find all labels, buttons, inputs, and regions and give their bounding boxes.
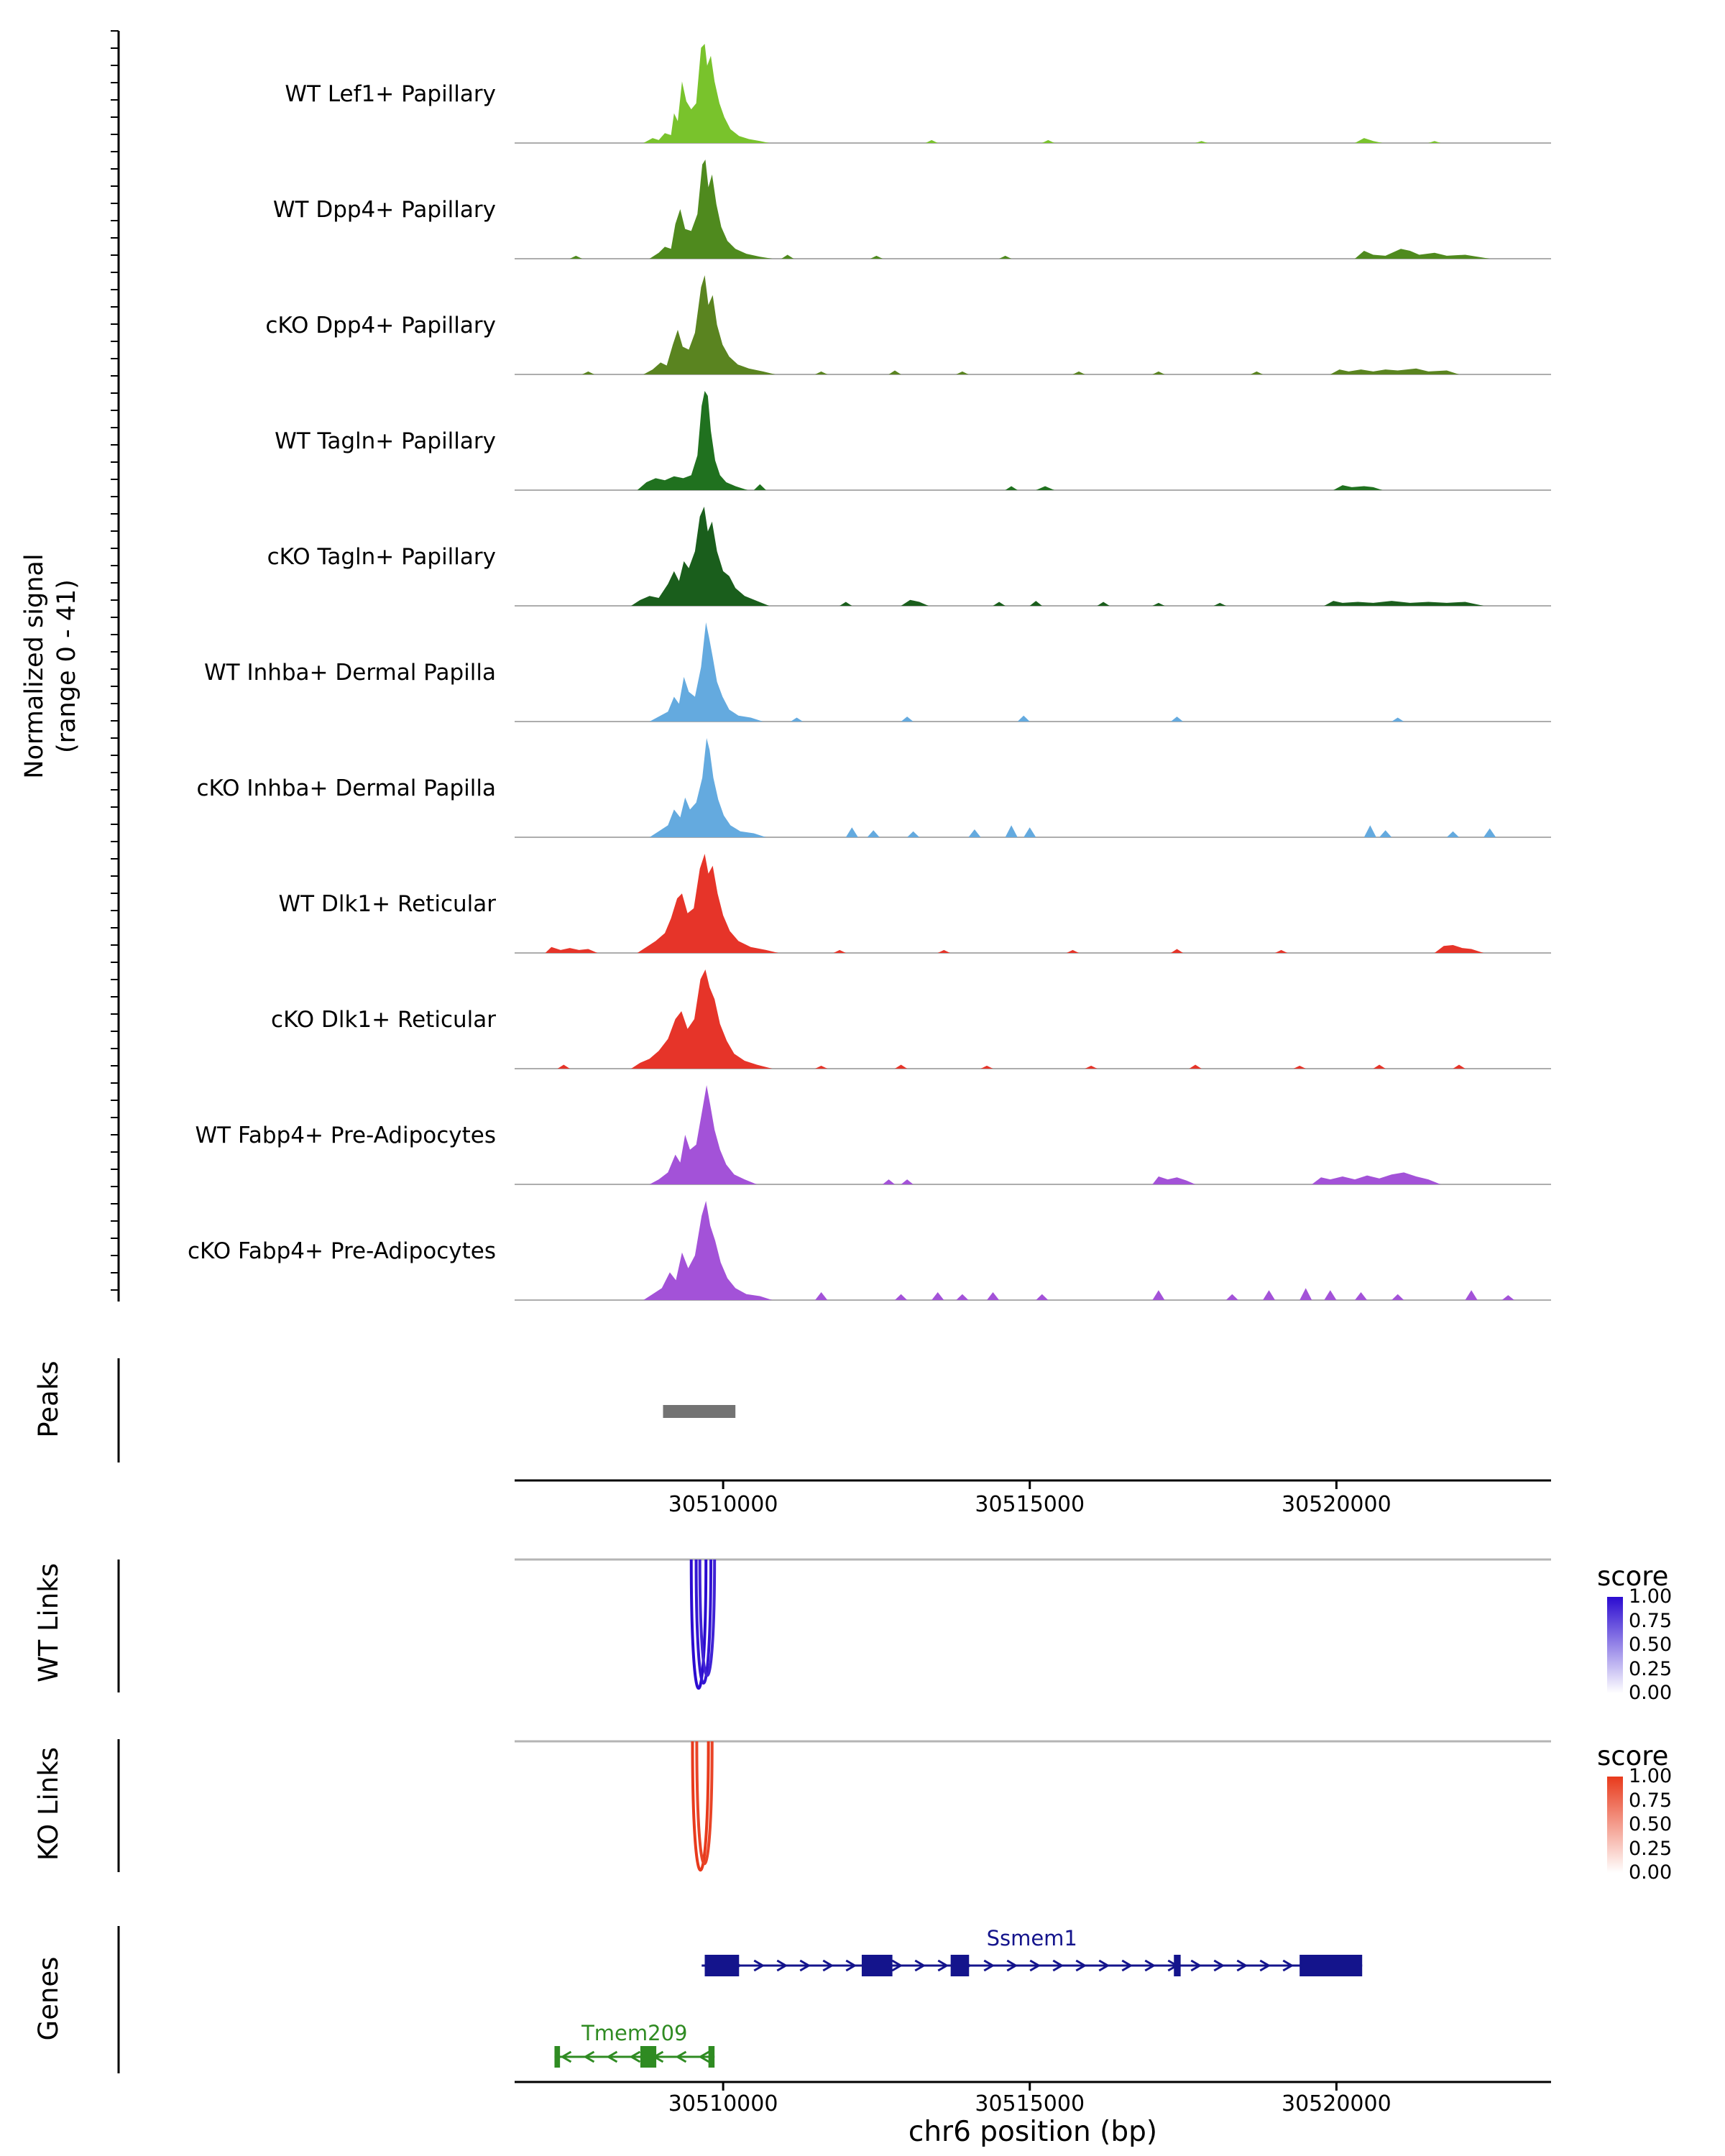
strand-arrow-icon xyxy=(606,2050,618,2063)
link-arc xyxy=(689,1559,708,1690)
strand-arrow-icon xyxy=(1006,1959,1018,1972)
ko-score-colorbar xyxy=(1607,1777,1623,1873)
strand-arrow-icon xyxy=(1075,1959,1087,1972)
strand-arrow-icon xyxy=(629,2050,641,2063)
coverage-track xyxy=(515,1085,1551,1185)
coverage-track xyxy=(515,275,1551,375)
strand-arrow-icon xyxy=(1259,1959,1271,1972)
y-axis-label-line2: (range 0 - 41) xyxy=(52,579,81,753)
wt-score-colorbar xyxy=(1607,1597,1623,1693)
strand-arrow-icon xyxy=(753,1959,765,1972)
coverage-track xyxy=(515,969,1551,1069)
coverage-area xyxy=(515,622,1551,722)
link-arc xyxy=(691,1741,710,1871)
strand-arrow-icon xyxy=(698,2050,710,2063)
coverage-track xyxy=(515,44,1551,144)
wt-links xyxy=(515,1558,1623,1693)
strand-arrow-icon xyxy=(937,1959,949,1972)
link-arc xyxy=(694,1559,713,1685)
coverage-area xyxy=(515,507,1551,606)
coverage-track xyxy=(515,738,1551,838)
coverage-area xyxy=(515,738,1551,837)
coverage-area xyxy=(515,275,1551,374)
strand-arrow-icon xyxy=(799,1959,811,1972)
ko-score-legend-title: score xyxy=(1597,1741,1669,1772)
strand-arrow-icon xyxy=(1236,1959,1248,1972)
genes-section-label: Genes xyxy=(33,1956,64,2041)
exon-box xyxy=(704,1955,740,1976)
link-arc xyxy=(695,1741,714,1866)
strand-arrow-icon xyxy=(1282,1959,1294,1972)
peak-bar xyxy=(663,1405,736,1418)
exon-box xyxy=(861,1955,893,1976)
coverage-track xyxy=(515,854,1551,954)
ko-links-section-label: KO Links xyxy=(33,1746,64,1861)
exon-box xyxy=(950,1955,970,1976)
strand-arrow-icon xyxy=(1190,1959,1202,1972)
strand-arrow-icon xyxy=(1098,1959,1110,1972)
coverage-area xyxy=(515,44,1551,143)
coverage-area xyxy=(515,1201,1551,1300)
coverage-area xyxy=(515,854,1551,953)
strand-arrow-icon xyxy=(560,2050,572,2063)
x-axis-title: chr6 position (bp) xyxy=(908,2116,1158,2148)
strand-arrow-icon xyxy=(1213,1959,1225,1972)
coverage-area xyxy=(515,969,1551,1069)
strand-arrow-icon xyxy=(983,1959,995,1972)
signal-axis-bracket xyxy=(111,30,120,1302)
gene-model-tmem209 xyxy=(554,2046,715,2068)
link-arc xyxy=(698,1559,717,1677)
strand-arrow-icon xyxy=(914,1959,926,1972)
strand-arrow-icon xyxy=(1144,1959,1156,1972)
coverage-track xyxy=(515,391,1551,491)
exon-box xyxy=(554,2046,561,2068)
coverage-track xyxy=(515,507,1551,607)
genomic-axis xyxy=(515,2081,1551,2091)
coverage-tracks xyxy=(515,44,1551,1301)
gene-model-ssmem1 xyxy=(702,1955,1363,1976)
exon-box xyxy=(1174,1955,1181,1976)
strand-arrow-icon xyxy=(1052,1959,1064,1972)
strand-arrow-icon xyxy=(675,2050,687,2063)
strand-arrow-icon xyxy=(1121,1959,1133,1972)
coverage-track xyxy=(515,622,1551,722)
coverage-track xyxy=(515,1201,1551,1301)
coverage-area xyxy=(515,160,1551,259)
strand-arrow-icon xyxy=(1029,1959,1041,1972)
wt-score-legend-title: score xyxy=(1597,1561,1669,1592)
strand-arrow-icon xyxy=(891,1959,903,1972)
y-axis-label-line1: Normalized signal xyxy=(20,553,49,779)
exon-box xyxy=(708,2046,715,2068)
coverage-area xyxy=(515,391,1551,490)
strand-arrow-icon xyxy=(845,1959,857,1972)
coverage-area xyxy=(515,1085,1551,1184)
genomic-axis xyxy=(515,1479,1551,1489)
exon-box xyxy=(1300,1955,1363,1976)
strand-arrow-icon xyxy=(583,2050,595,2063)
ko-links xyxy=(515,1740,1623,1873)
exon-box xyxy=(640,2046,657,2068)
peaks-section-label: Peaks xyxy=(33,1360,64,1438)
coverage-track xyxy=(515,160,1551,259)
strand-arrow-icon xyxy=(776,1959,788,1972)
y-axis-label: Normalized signal (range 0 - 41) xyxy=(19,339,85,993)
strand-arrow-icon xyxy=(822,1959,834,1972)
